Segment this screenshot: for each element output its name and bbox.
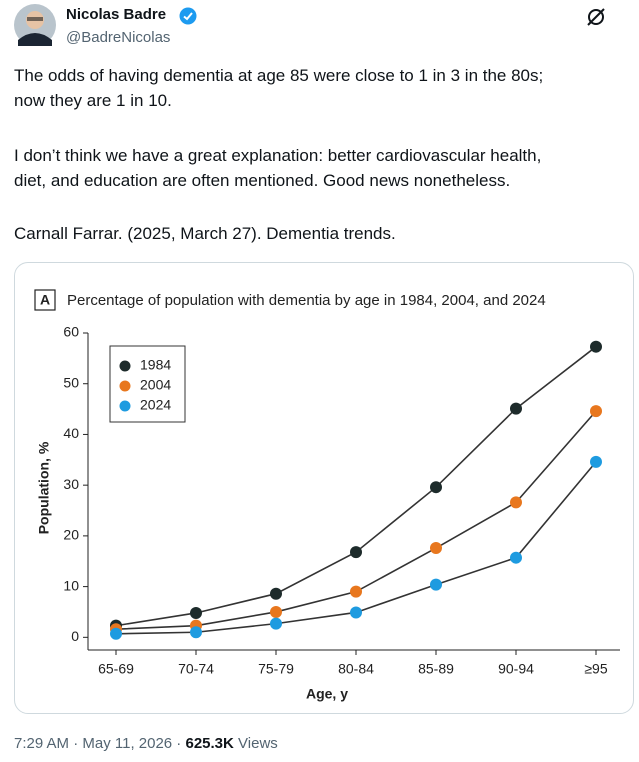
data-point [510,402,522,415]
data-point [110,627,122,640]
data-point [190,606,202,619]
legend-marker [119,400,131,412]
media-card[interactable] [14,262,634,714]
data-point [430,578,442,591]
x-tick-label: 75-79 [258,661,294,677]
x-tick-label: 90-94 [498,661,534,677]
x-tick-label: 80-84 [338,661,374,677]
chart: A Percentage of population with dementia… [34,289,620,702]
data-point [590,455,602,468]
x-tick-label: ≥95 [584,661,607,677]
legend-marker [119,360,131,372]
post-text-line: diet, and education are often mentioned.… [14,171,511,190]
views-label: Views [238,735,278,752]
data-point [350,546,362,559]
data-point [350,585,362,598]
y-tick-label: 20 [63,527,79,543]
chart-title: Percentage of population with dementia b… [67,292,546,309]
x-axis-label: Age, y [306,686,348,702]
legend-marker [119,380,131,392]
data-point [430,542,442,555]
y-axis-label: Population, % [36,441,52,534]
panel-box [34,289,56,311]
data-point [270,617,282,630]
post-text-line: Carnall Farrar. (2025, March 27). Dement… [14,224,396,243]
views-count: 625.3K [185,735,234,752]
y-tick-label: 10 [63,577,79,593]
y-tick-label: 0 [71,628,79,644]
post-text-line: I don’t think we have a great explanatio… [14,146,542,165]
data-point [430,481,442,494]
legend-label: 2024 [140,397,171,413]
series-line [115,346,597,627]
data-point [270,605,282,618]
avatar[interactable] [14,4,56,46]
y-tick-label: 50 [63,374,79,390]
data-point [510,551,522,564]
data-point [590,340,602,353]
x-tick-label: 65-69 [98,661,134,677]
timestamp[interactable]: 7:29 AM · May 11, 2026 · [14,735,182,752]
x-tick-label: 85-89 [418,661,454,677]
post-text-line: The odds of having dementia at age 85 we… [14,66,544,85]
data-point [270,587,282,600]
grok-button[interactable] [585,6,607,28]
author-name[interactable]: Nicolas Badre [66,6,167,23]
y-tick-label: 60 [63,324,79,340]
post-text-line: now they are 1 in 10. [14,91,172,110]
data-point [510,496,522,509]
panel-label: A [40,292,50,308]
verified-badge [179,7,197,25]
author-handle[interactable]: @BadreNicolas [66,29,171,46]
x-tick-label: 70-74 [178,661,214,677]
legend-label: 2004 [140,377,171,393]
data-point [190,626,202,639]
legend-label: 1984 [140,357,171,373]
y-tick-label: 40 [63,425,79,441]
y-tick-label: 30 [63,476,79,492]
post-footer: 7:29 AM · May 11, 2026 · 625.3K Views [14,735,278,752]
data-point [590,405,602,418]
data-point [350,606,362,619]
